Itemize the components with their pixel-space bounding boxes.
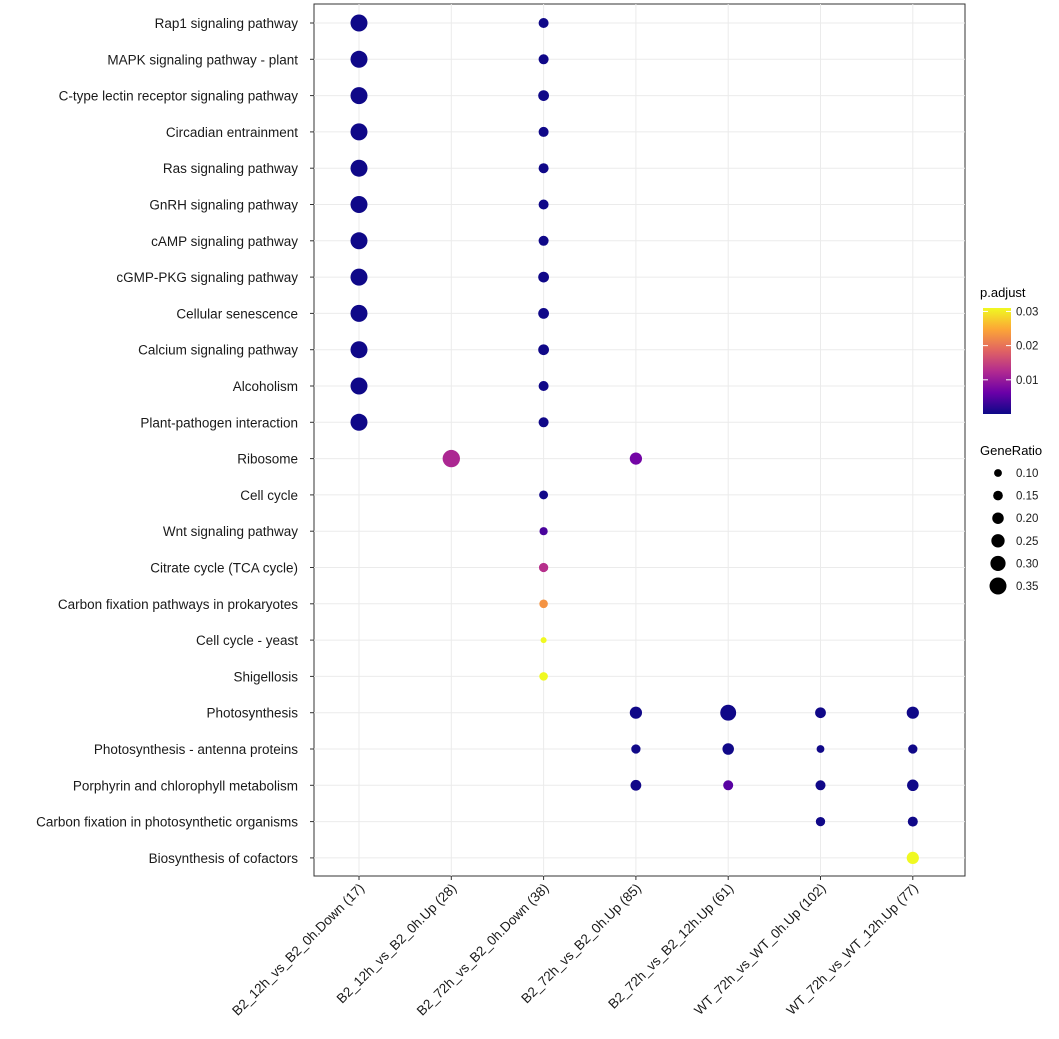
data-point — [907, 816, 918, 827]
y-tick-label: GnRH signaling pathway — [149, 198, 298, 213]
data-point — [906, 851, 919, 865]
data-point — [538, 380, 549, 392]
y-tick-label: MAPK signaling pathway - plant — [107, 52, 298, 67]
size-legend-key — [989, 577, 1007, 595]
y-tick-label: Citrate cycle (TCA cycle) — [150, 561, 298, 576]
size-legend-label: 0.35 — [1016, 581, 1038, 593]
data-point — [350, 196, 368, 213]
color-legend-ticks: 0.01 0.02 0.03 — [983, 306, 1038, 387]
data-point — [350, 413, 368, 431]
size-legend-keys: 0.10 0.15 0.20 0.25 0.30 0.35 — [989, 468, 1038, 595]
data-point — [538, 235, 549, 246]
y-tick-label: cGMP-PKG signaling pathway — [116, 270, 298, 285]
data-point — [722, 743, 734, 755]
size-legend-label: 0.20 — [1016, 513, 1038, 525]
size-legend-label: 0.10 — [1016, 468, 1038, 480]
y-tick-label: C-type lectin receptor signaling pathway — [59, 89, 299, 104]
data-point — [350, 341, 368, 359]
data-point — [442, 449, 460, 468]
data-point — [538, 417, 549, 428]
data-point — [350, 268, 368, 286]
y-tick-label: Calcium signaling pathway — [138, 343, 298, 358]
plot-panel — [313, 3, 966, 877]
data-point — [538, 199, 549, 210]
data-point — [538, 90, 549, 101]
color-legend-label: 0.01 — [1016, 375, 1038, 387]
data-point — [815, 780, 826, 791]
y-tick-label: Circadian entrainment — [166, 125, 298, 140]
size-legend-key — [992, 512, 1004, 524]
y-tick-label: Ras signaling pathway — [163, 161, 298, 176]
y-tick-label: Photosynthesis — [206, 706, 298, 721]
data-point — [350, 159, 368, 177]
y-tick-label: Shigellosis — [233, 669, 298, 684]
data-point — [629, 452, 643, 465]
y-tick-label: Ribosome — [237, 452, 298, 467]
y-tick-label: Cell cycle - yeast — [196, 633, 298, 648]
data-point — [538, 308, 549, 319]
data-point — [539, 599, 548, 609]
size-legend-label: 0.25 — [1016, 536, 1038, 548]
data-point — [723, 780, 734, 791]
color-legend-label: 0.02 — [1016, 341, 1038, 353]
data-point — [538, 562, 549, 573]
data-point — [629, 706, 643, 719]
y-tick-label: Wnt signaling pathway — [163, 524, 298, 539]
data-point — [350, 87, 368, 105]
y-tick-label: Carbon fixation pathways in prokaryotes — [58, 597, 298, 612]
size-legend-title: GeneRatio — [980, 443, 1042, 458]
y-tick-label: Rap1 signaling pathway — [155, 16, 299, 31]
y-tick-label: Plant-pathogen interaction — [140, 415, 298, 430]
data-point — [350, 232, 368, 250]
y-tick-label: Biosynthesis of cofactors — [149, 851, 299, 866]
color-legend-bar — [983, 308, 1011, 414]
size-legend-key — [991, 534, 1005, 548]
data-point — [539, 527, 548, 536]
size-legend-key — [990, 555, 1006, 571]
data-point — [350, 377, 368, 395]
data-point — [907, 779, 919, 792]
data-point — [350, 123, 368, 141]
data-point — [538, 163, 549, 174]
size-legend: GeneRatio 0.10 0.15 0.20 0.25 0.30 0.35 — [980, 443, 1042, 595]
size-legend-key — [993, 490, 1003, 501]
data-point — [720, 704, 737, 721]
data-point — [816, 745, 825, 753]
y-tick-label: Cellular senescence — [176, 306, 298, 321]
data-point — [539, 490, 549, 500]
data-point — [539, 672, 548, 681]
color-legend-label: 0.03 — [1016, 306, 1038, 318]
data-point — [540, 637, 547, 644]
y-axis: Rap1 signaling pathway MAPK signaling pat… — [36, 16, 314, 866]
data-point — [815, 707, 826, 719]
data-point — [350, 50, 368, 68]
data-point — [815, 816, 826, 827]
size-legend-label: 0.30 — [1016, 558, 1038, 570]
data-points — [350, 14, 919, 865]
color-legend: p.adjust 0.01 0.02 0.03 — [980, 285, 1038, 414]
data-point — [538, 126, 549, 137]
data-point — [908, 744, 918, 754]
size-legend-label: 0.15 — [1016, 491, 1038, 503]
data-point — [538, 271, 549, 283]
y-tick-label: Photosynthesis - antenna proteins — [94, 742, 298, 757]
y-tick-label: Alcoholism — [233, 379, 298, 394]
y-tick-label: Cell cycle — [240, 488, 298, 503]
data-point — [630, 779, 642, 791]
y-tick-label: Porphyrin and chlorophyll metabolism — [73, 778, 298, 793]
data-point — [538, 344, 549, 356]
y-tick-label: Carbon fixation in photosynthetic organi… — [36, 815, 298, 830]
color-legend-title: p.adjust — [980, 285, 1026, 300]
data-point — [538, 54, 549, 65]
size-legend-key — [994, 469, 1002, 477]
y-tick-label: cAMP signaling pathway — [151, 234, 298, 249]
data-point — [538, 17, 549, 29]
data-point — [350, 14, 368, 32]
data-point — [350, 304, 368, 322]
data-point — [906, 706, 919, 719]
data-point — [631, 744, 641, 754]
x-axis: B2_12h_vs_B2_0h.Down (17)B2_12h_vs_B2_0h… — [229, 876, 921, 1018]
